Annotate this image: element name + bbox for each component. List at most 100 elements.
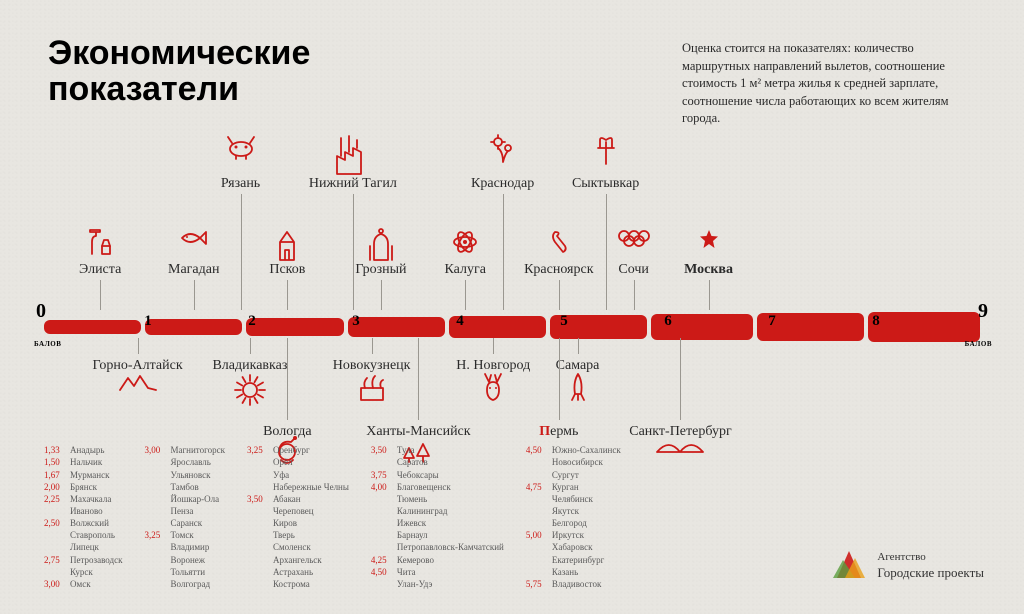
logo-line2: Городские проекты: [877, 565, 984, 582]
data-row: Петропавловск-Камчатский: [371, 541, 504, 553]
data-row: 2,75Петрозаводск: [44, 554, 122, 566]
data-score: [247, 541, 269, 553]
data-score: [247, 566, 269, 578]
scale-tick: 5: [560, 313, 568, 330]
data-row: Барнаул: [371, 529, 504, 541]
data-row: 2,00Брянск: [44, 481, 122, 493]
city-stem: [606, 194, 607, 310]
data-table: 1,33Анадырь1,50Нальчик1,67Мурманск2,00Бр…: [44, 444, 621, 590]
data-score: [371, 505, 393, 517]
data-city: Омск: [70, 578, 91, 590]
data-score: 2,25: [44, 493, 66, 505]
data-row: Якутск: [526, 505, 621, 517]
data-city: Хабаровск: [552, 541, 593, 553]
scale-max: 9: [978, 300, 988, 323]
data-score: 3,50: [371, 444, 393, 456]
city-label: Нижний Тагил: [309, 176, 397, 192]
scale-bar: [145, 319, 242, 335]
data-city: Пенза: [170, 505, 193, 517]
cow-icon: [224, 134, 258, 160]
city-stem: [709, 280, 710, 310]
data-score: [247, 517, 269, 529]
data-score: [144, 541, 166, 553]
fish-icon: [178, 228, 210, 248]
data-row: Воронеж: [144, 554, 224, 566]
data-row: Йошкар-Ола: [144, 493, 224, 505]
data-row: Хабаровск: [526, 541, 621, 553]
wrench-icon: [547, 228, 571, 256]
scale-tick: 8: [872, 313, 880, 330]
city-stem: [287, 280, 288, 310]
data-score: [371, 541, 393, 553]
city-stem: [287, 338, 288, 420]
city-label: Грозный: [355, 262, 406, 278]
data-row: 4,00Благовещенск: [371, 481, 504, 493]
data-score: 3,25: [144, 529, 166, 541]
data-row: Екатеринбург: [526, 554, 621, 566]
data-row: 2,25 Махачкала: [44, 493, 122, 505]
data-city: Анадырь: [70, 444, 105, 456]
data-row: Ставрополь: [44, 529, 122, 541]
data-score: [44, 541, 66, 553]
city-stem: [381, 280, 382, 310]
city-stem: [493, 338, 494, 354]
data-city: Оренбург: [273, 444, 310, 456]
scale-tick: 3: [352, 313, 360, 330]
data-row: Волгоград: [144, 578, 224, 590]
bridge-icon: [655, 436, 705, 456]
data-score: [144, 493, 166, 505]
data-city: Кострома: [273, 578, 310, 590]
rings-icon: [616, 228, 652, 248]
data-city: Иркутск: [552, 529, 584, 541]
data-city: Махачкала: [70, 493, 111, 505]
data-row: Астрахань: [247, 566, 349, 578]
data-column: 4,50Южно-СахалинскНовосибирскСургут4,75К…: [526, 444, 621, 590]
data-score: [144, 481, 166, 493]
mosque-icon: [366, 228, 396, 262]
factory-icon: [331, 134, 375, 176]
city-stem: [578, 338, 579, 354]
city-stem: [372, 338, 373, 354]
flower-icon: [490, 134, 516, 164]
data-score: [144, 505, 166, 517]
city-stem: [680, 338, 681, 420]
data-city: Казань: [552, 566, 578, 578]
data-score: [526, 541, 548, 553]
title-line2: показатели: [48, 72, 310, 108]
city-stem: [559, 338, 560, 420]
scale-bar: [246, 318, 343, 336]
data-row: 3,75Чебоксары: [371, 469, 504, 481]
data-city: Тула: [397, 444, 415, 456]
scale-tick: 4: [456, 313, 464, 330]
data-column: 1,33Анадырь1,50Нальчик1,67Мурманск2,00Бр…: [44, 444, 122, 590]
data-score: 3,25: [247, 444, 269, 456]
data-city: Липецк: [70, 541, 99, 553]
data-score: [371, 529, 393, 541]
scale-min-unit: БАЛОВ: [34, 340, 61, 348]
data-row: Ульяновск: [144, 469, 224, 481]
city-label: Рязань: [221, 176, 260, 192]
data-city: Воронеж: [170, 554, 205, 566]
data-row: Киров: [247, 517, 349, 529]
data-row: 5,00Иркутск: [526, 529, 621, 541]
data-score: [526, 517, 548, 529]
data-city: Иваново: [70, 505, 103, 517]
deer-icon: [479, 372, 507, 402]
tower-icon: [274, 228, 300, 262]
data-column: 3,00МагнитогорскЯрославльУльяновскТамбов…: [144, 444, 224, 590]
data-city: Волгоград: [170, 578, 210, 590]
city-stem: [634, 280, 635, 310]
data-row: 2,50Волжский: [44, 517, 122, 529]
data-score: 1,67: [44, 469, 66, 481]
data-row: Владимир: [144, 541, 224, 553]
data-score: [526, 505, 548, 517]
city-label: Калуга: [444, 262, 485, 278]
city-stem: [559, 280, 560, 310]
data-row: Уфа: [247, 469, 349, 481]
city-stem: [100, 280, 101, 310]
data-row: Кострома: [247, 578, 349, 590]
data-row: 3,25 Оренбург: [247, 444, 349, 456]
title-line1: Экономические: [48, 36, 310, 72]
trident-icon: [594, 134, 618, 166]
data-score: [371, 456, 393, 468]
